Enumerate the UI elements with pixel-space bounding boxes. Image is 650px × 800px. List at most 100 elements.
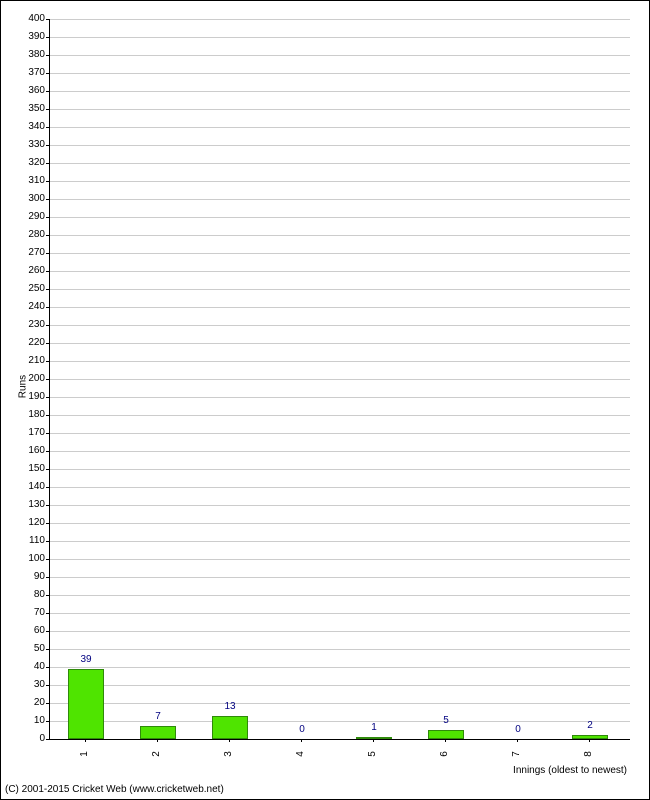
bar-value-label: 7: [134, 712, 182, 722]
ytick-label: 210: [5, 356, 45, 366]
ytick-label: 390: [5, 32, 45, 42]
ytick-mark: [46, 325, 49, 326]
plot-area: 39 7 13 0 1 5 0 2: [49, 19, 630, 740]
ytick-label: 150: [5, 464, 45, 474]
ytick-label: 300: [5, 194, 45, 204]
ytick-mark: [46, 397, 49, 398]
gridline: [50, 469, 630, 470]
ytick-mark: [46, 127, 49, 128]
ytick-label: 60: [5, 626, 45, 636]
ytick-label: 310: [5, 176, 45, 186]
xtick-mark: [445, 739, 446, 742]
ytick-mark: [46, 721, 49, 722]
xtick-mark: [157, 739, 158, 742]
gridline: [50, 307, 630, 308]
ytick-mark: [46, 577, 49, 578]
ytick-label: 0: [5, 734, 45, 744]
bar-value-label: 0: [494, 725, 542, 735]
gridline: [50, 109, 630, 110]
gridline: [50, 289, 630, 290]
ytick-mark: [46, 631, 49, 632]
xtick-mark: [517, 739, 518, 742]
gridline: [50, 541, 630, 542]
xtick-label: 4: [296, 744, 306, 764]
ytick-mark: [46, 271, 49, 272]
ytick-label: 340: [5, 122, 45, 132]
gridline: [50, 649, 630, 650]
ytick-mark: [46, 91, 49, 92]
ytick-mark: [46, 415, 49, 416]
gridline: [50, 631, 630, 632]
gridline: [50, 217, 630, 218]
ytick-label: 230: [5, 320, 45, 330]
ytick-mark: [46, 235, 49, 236]
ytick-mark: [46, 343, 49, 344]
bar: [428, 730, 464, 739]
ytick-label: 100: [5, 554, 45, 564]
ytick-mark: [46, 667, 49, 668]
ytick-label: 370: [5, 68, 45, 78]
ytick-mark: [46, 145, 49, 146]
gridline: [50, 415, 630, 416]
ytick-mark: [46, 199, 49, 200]
gridline: [50, 703, 630, 704]
ytick-mark: [46, 73, 49, 74]
ytick-mark: [46, 361, 49, 362]
gridline: [50, 199, 630, 200]
ytick-mark: [46, 559, 49, 560]
bar-value-label: 1: [350, 723, 398, 733]
ytick-mark: [46, 469, 49, 470]
gridline: [50, 577, 630, 578]
ytick-label: 360: [5, 86, 45, 96]
bar-value-label: 39: [62, 655, 110, 665]
gridline: [50, 667, 630, 668]
gridline: [50, 127, 630, 128]
bar-value-label: 2: [566, 721, 614, 731]
ytick-mark: [46, 487, 49, 488]
ytick-mark: [46, 379, 49, 380]
xtick-label: 5: [368, 744, 378, 764]
xtick-label: 2: [152, 744, 162, 764]
gridline: [50, 181, 630, 182]
xtick-label: 3: [224, 744, 234, 764]
ytick-label: 180: [5, 410, 45, 420]
gridline: [50, 91, 630, 92]
gridline: [50, 595, 630, 596]
ytick-mark: [46, 739, 49, 740]
ytick-label: 330: [5, 140, 45, 150]
ytick-label: 140: [5, 482, 45, 492]
gridline: [50, 343, 630, 344]
ytick-label: 260: [5, 266, 45, 276]
gridline: [50, 487, 630, 488]
ytick-mark: [46, 109, 49, 110]
gridline: [50, 19, 630, 20]
ytick-mark: [46, 37, 49, 38]
ytick-mark: [46, 19, 49, 20]
ytick-label: 200: [5, 374, 45, 384]
bar-value-label: 0: [278, 725, 326, 735]
x-axis-label: Innings (oldest to newest): [513, 765, 627, 776]
ytick-label: 30: [5, 680, 45, 690]
xtick-label: 1: [80, 744, 90, 764]
bar: [212, 716, 248, 739]
ytick-mark: [46, 163, 49, 164]
xtick-mark: [589, 739, 590, 742]
ytick-label: 320: [5, 158, 45, 168]
ytick-label: 280: [5, 230, 45, 240]
gridline: [50, 433, 630, 434]
gridline: [50, 37, 630, 38]
ytick-label: 40: [5, 662, 45, 672]
ytick-label: 290: [5, 212, 45, 222]
bar: [572, 735, 608, 739]
ytick-label: 250: [5, 284, 45, 294]
bar-value-label: 13: [206, 702, 254, 712]
bar-value-label: 5: [422, 716, 470, 726]
gridline: [50, 73, 630, 74]
ytick-mark: [46, 451, 49, 452]
xtick-label: 8: [584, 744, 594, 764]
ytick-label: 240: [5, 302, 45, 312]
gridline: [50, 325, 630, 326]
copyright-credit: (C) 2001-2015 Cricket Web (www.cricketwe…: [5, 784, 224, 795]
ytick-mark: [46, 541, 49, 542]
gridline: [50, 253, 630, 254]
